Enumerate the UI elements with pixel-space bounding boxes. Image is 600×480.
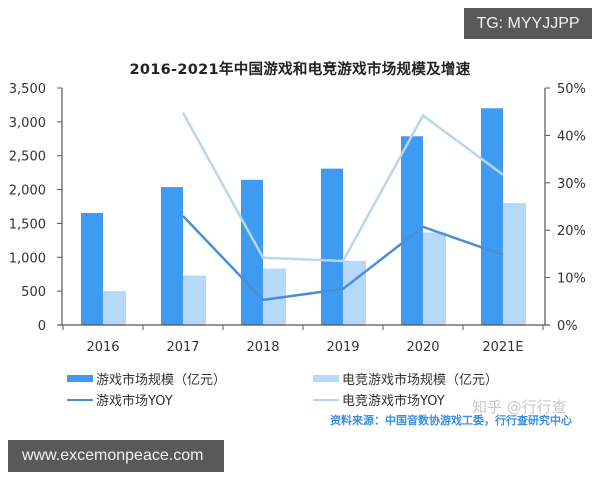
y-tick-label: 1,500: [9, 217, 46, 232]
bar-game-market: [401, 136, 423, 325]
line-game-yoy: [182, 215, 504, 302]
legend-swatch-esports-yoy: [313, 398, 339, 401]
line-esports-yoy: [181, 112, 504, 263]
y2-tick-label: 40%: [557, 129, 586, 144]
legend-swatch-game-yoy: [67, 398, 93, 401]
bar-game-market: [321, 168, 343, 325]
legend-swatch-esports-market: [313, 375, 339, 382]
x-tick-label: 2017: [166, 340, 199, 355]
bar-esports-market: [263, 268, 286, 325]
legend-label: 电竞游戏市场YOY: [342, 394, 445, 409]
legend-swatch-game-market: [67, 375, 93, 382]
website-badge: www.excemonpeace.com: [8, 440, 224, 472]
bar-esports-market: [343, 260, 366, 325]
legend-item-esports-market: 电竞游戏市场规模（亿元）: [313, 369, 498, 388]
x-tick-label: 2021E: [482, 340, 523, 355]
x-tick-label: 2016: [86, 340, 119, 355]
bar-esports-market: [503, 203, 526, 325]
legend-label: 电竞游戏市场规模（亿元）: [342, 373, 499, 388]
y2-tick-label: 30%: [557, 177, 586, 192]
legend-label: 游戏市场规模（亿元）: [96, 373, 227, 388]
y-tick-label: 2,500: [9, 150, 46, 165]
legend-label: 游戏市场YOY: [96, 394, 173, 409]
y-tick-label: 3,000: [9, 116, 46, 131]
y2-tick-label: 50%: [557, 82, 586, 97]
y2-tick-label: 20%: [557, 224, 586, 239]
y2-tick-label: 0%: [557, 319, 578, 334]
y-tick-label: 500: [21, 285, 46, 300]
source-note: 资料来源：中国音数协游戏工委，行行查研究中心: [330, 414, 572, 427]
bar-game-market: [241, 179, 263, 325]
bar-esports-market: [183, 275, 206, 325]
x-tick-label: 2018: [246, 340, 279, 355]
bar-esports-market: [423, 232, 446, 325]
legend-item-game-market: 游戏市场规模（亿元）: [67, 369, 226, 388]
legend-item-game-yoy: 游戏市场YOY: [67, 390, 173, 409]
bar-game-market: [161, 187, 183, 325]
chart-title: 2016-2021年中国游戏和电竞游戏市场规模及增速: [129, 62, 471, 78]
y2-tick-label: 10%: [557, 272, 586, 287]
y-tick-label: 0: [38, 319, 46, 334]
legend-item-esports-yoy: 电竞游戏市场YOY: [313, 390, 445, 409]
x-tick-label: 2020: [406, 340, 439, 355]
y-tick-label: 1,000: [9, 251, 46, 266]
y-tick-label: 2,000: [9, 184, 46, 199]
bar-esports-market: [103, 291, 126, 325]
tg-badge: TG: MYYJJPP: [464, 8, 592, 39]
watermark: 知乎 @行行查: [472, 398, 567, 416]
bar-game-market: [81, 212, 103, 325]
bar-game-market: [481, 108, 503, 325]
x-tick-label: 2019: [326, 340, 359, 355]
y-tick-label: 3,500: [9, 82, 46, 97]
